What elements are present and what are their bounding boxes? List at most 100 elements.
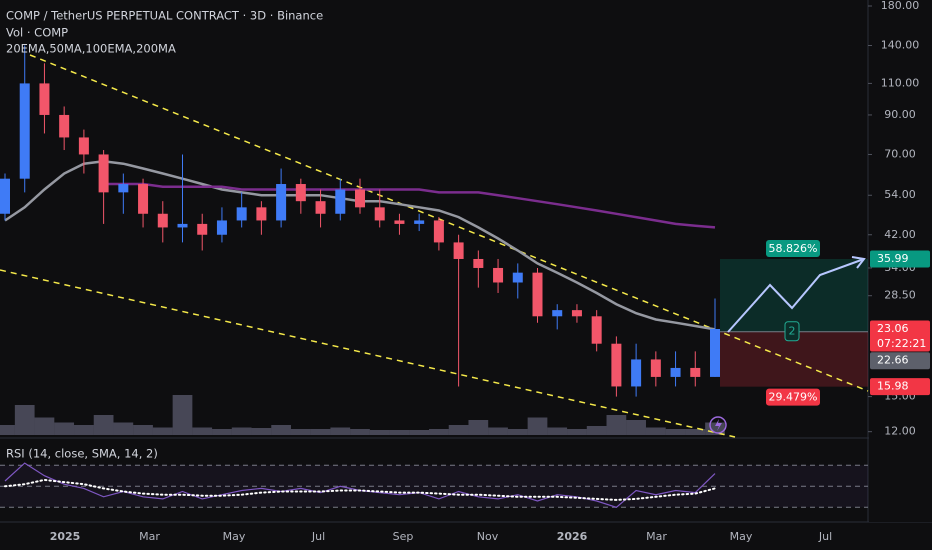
- arrow-head: [851, 256, 866, 269]
- volume-bar: [645, 427, 666, 435]
- candle-body: [571, 310, 582, 317]
- candle-body: [374, 207, 385, 221]
- rsi-ma: [4, 478, 716, 501]
- x-tick-label: Jul: [818, 530, 832, 543]
- candle-body: [335, 189, 346, 214]
- stop-label: 29.479%: [769, 391, 818, 404]
- target-label: 58.826%: [769, 242, 818, 255]
- quantity-bg: [784, 321, 800, 342]
- candle-body: [631, 359, 642, 387]
- candle-body: [19, 83, 30, 179]
- volume-bar: [310, 429, 331, 435]
- candle-body: [414, 220, 425, 224]
- candle-body: [78, 137, 89, 155]
- volume-bar: [626, 420, 646, 435]
- price-pane: [0, 45, 720, 397]
- target-label-bg: [766, 240, 820, 258]
- candle-body: [59, 114, 70, 138]
- rsi-pane: 80.0040.00: [0, 448, 916, 508]
- volume-bar: [231, 427, 252, 435]
- candle-body: [690, 367, 701, 377]
- chart-title: COMP / TetherUS PERPETUAL CONTRACT · 3D …: [6, 9, 323, 23]
- candle-body: [355, 189, 365, 208]
- x-tick-label: Jul: [311, 530, 325, 543]
- volume-bar: [113, 422, 134, 435]
- volume-bar: [212, 429, 232, 435]
- candle-body: [236, 207, 247, 221]
- candle-body: [473, 258, 484, 268]
- price-label: 35.99: [877, 252, 909, 265]
- y-tick-label: 28.50: [884, 289, 916, 302]
- volume-bar: [448, 425, 469, 435]
- y-tick-label: 140.00: [881, 39, 920, 52]
- candle-body: [394, 220, 405, 224]
- volume-bar: [409, 430, 430, 435]
- candle-body: [39, 83, 50, 115]
- volume-bar: [93, 415, 114, 435]
- volume-bar: [133, 425, 153, 435]
- volume-bar: [0, 425, 15, 435]
- candle-body: [650, 359, 661, 377]
- price-label-bg: [870, 250, 930, 268]
- y-tick-label: 110.00: [881, 76, 920, 89]
- volume-bar: [527, 417, 548, 435]
- price-label-bg: [870, 320, 930, 352]
- volume-bar: [685, 429, 706, 435]
- volume-bar: [330, 427, 351, 435]
- volume-bar: [290, 429, 311, 435]
- quantity-label: 2: [789, 325, 796, 338]
- candle-body: [197, 223, 208, 235]
- volume-bar: [251, 428, 272, 435]
- candle-body: [512, 272, 523, 283]
- candle-body: [98, 154, 109, 193]
- volume-bar: [350, 429, 370, 435]
- candle-body: [670, 367, 681, 377]
- volume-bar: [172, 395, 193, 435]
- price-label: 22.66: [877, 354, 909, 367]
- candle-body: [710, 328, 720, 377]
- upper-trendline: [29, 54, 869, 392]
- volume-bar: [54, 422, 75, 435]
- volume-bar: [507, 429, 528, 435]
- candle-body: [256, 207, 267, 221]
- candle-body: [433, 220, 444, 243]
- x-tick-label: 2026: [557, 530, 588, 543]
- volume-bar: [271, 425, 291, 435]
- volume-bar: [152, 427, 173, 435]
- candle-body: [177, 223, 188, 228]
- x-tick-label: Mar: [646, 530, 667, 543]
- y-tick-label: 12.00: [884, 425, 916, 438]
- moving-average: [103, 182, 716, 229]
- candle-body: [276, 184, 287, 221]
- x-tick-label: May: [223, 530, 246, 543]
- volume-bar: [665, 429, 686, 435]
- x-tick-label: Nov: [477, 530, 499, 543]
- volume-bar: [34, 417, 55, 435]
- candle-body: [493, 267, 504, 283]
- countdown: 07:22:21: [877, 337, 926, 350]
- x-tick-label: 2025: [50, 530, 81, 543]
- volume-bar: [547, 427, 568, 435]
- y-tick-label: 180.00: [881, 0, 920, 12]
- alert-icon[interactable]: [709, 416, 727, 434]
- volume-bar: [468, 420, 489, 435]
- x-tick-label: Sep: [393, 530, 414, 543]
- candle-body: [532, 272, 543, 317]
- volume-bar: [389, 430, 410, 435]
- position-tool: 58.826% 29.479% 2: [720, 240, 868, 406]
- candle-body: [453, 242, 464, 259]
- volume-bar: [14, 405, 35, 435]
- projection-arrow: [727, 258, 865, 333]
- candle-body: [591, 316, 602, 344]
- candle-body: [138, 184, 149, 214]
- price-label: 23.06: [877, 322, 909, 335]
- y-tick-label: 90.00: [884, 108, 916, 121]
- y-tick-label: 42.00: [884, 228, 916, 241]
- lower-trendline: [0, 269, 736, 438]
- volume-bar: [369, 430, 390, 435]
- target-zone: [720, 259, 868, 332]
- stop-label-bg: [766, 388, 820, 406]
- indicators-title: 20EMA,50MA,100EMA,200MA: [6, 42, 176, 56]
